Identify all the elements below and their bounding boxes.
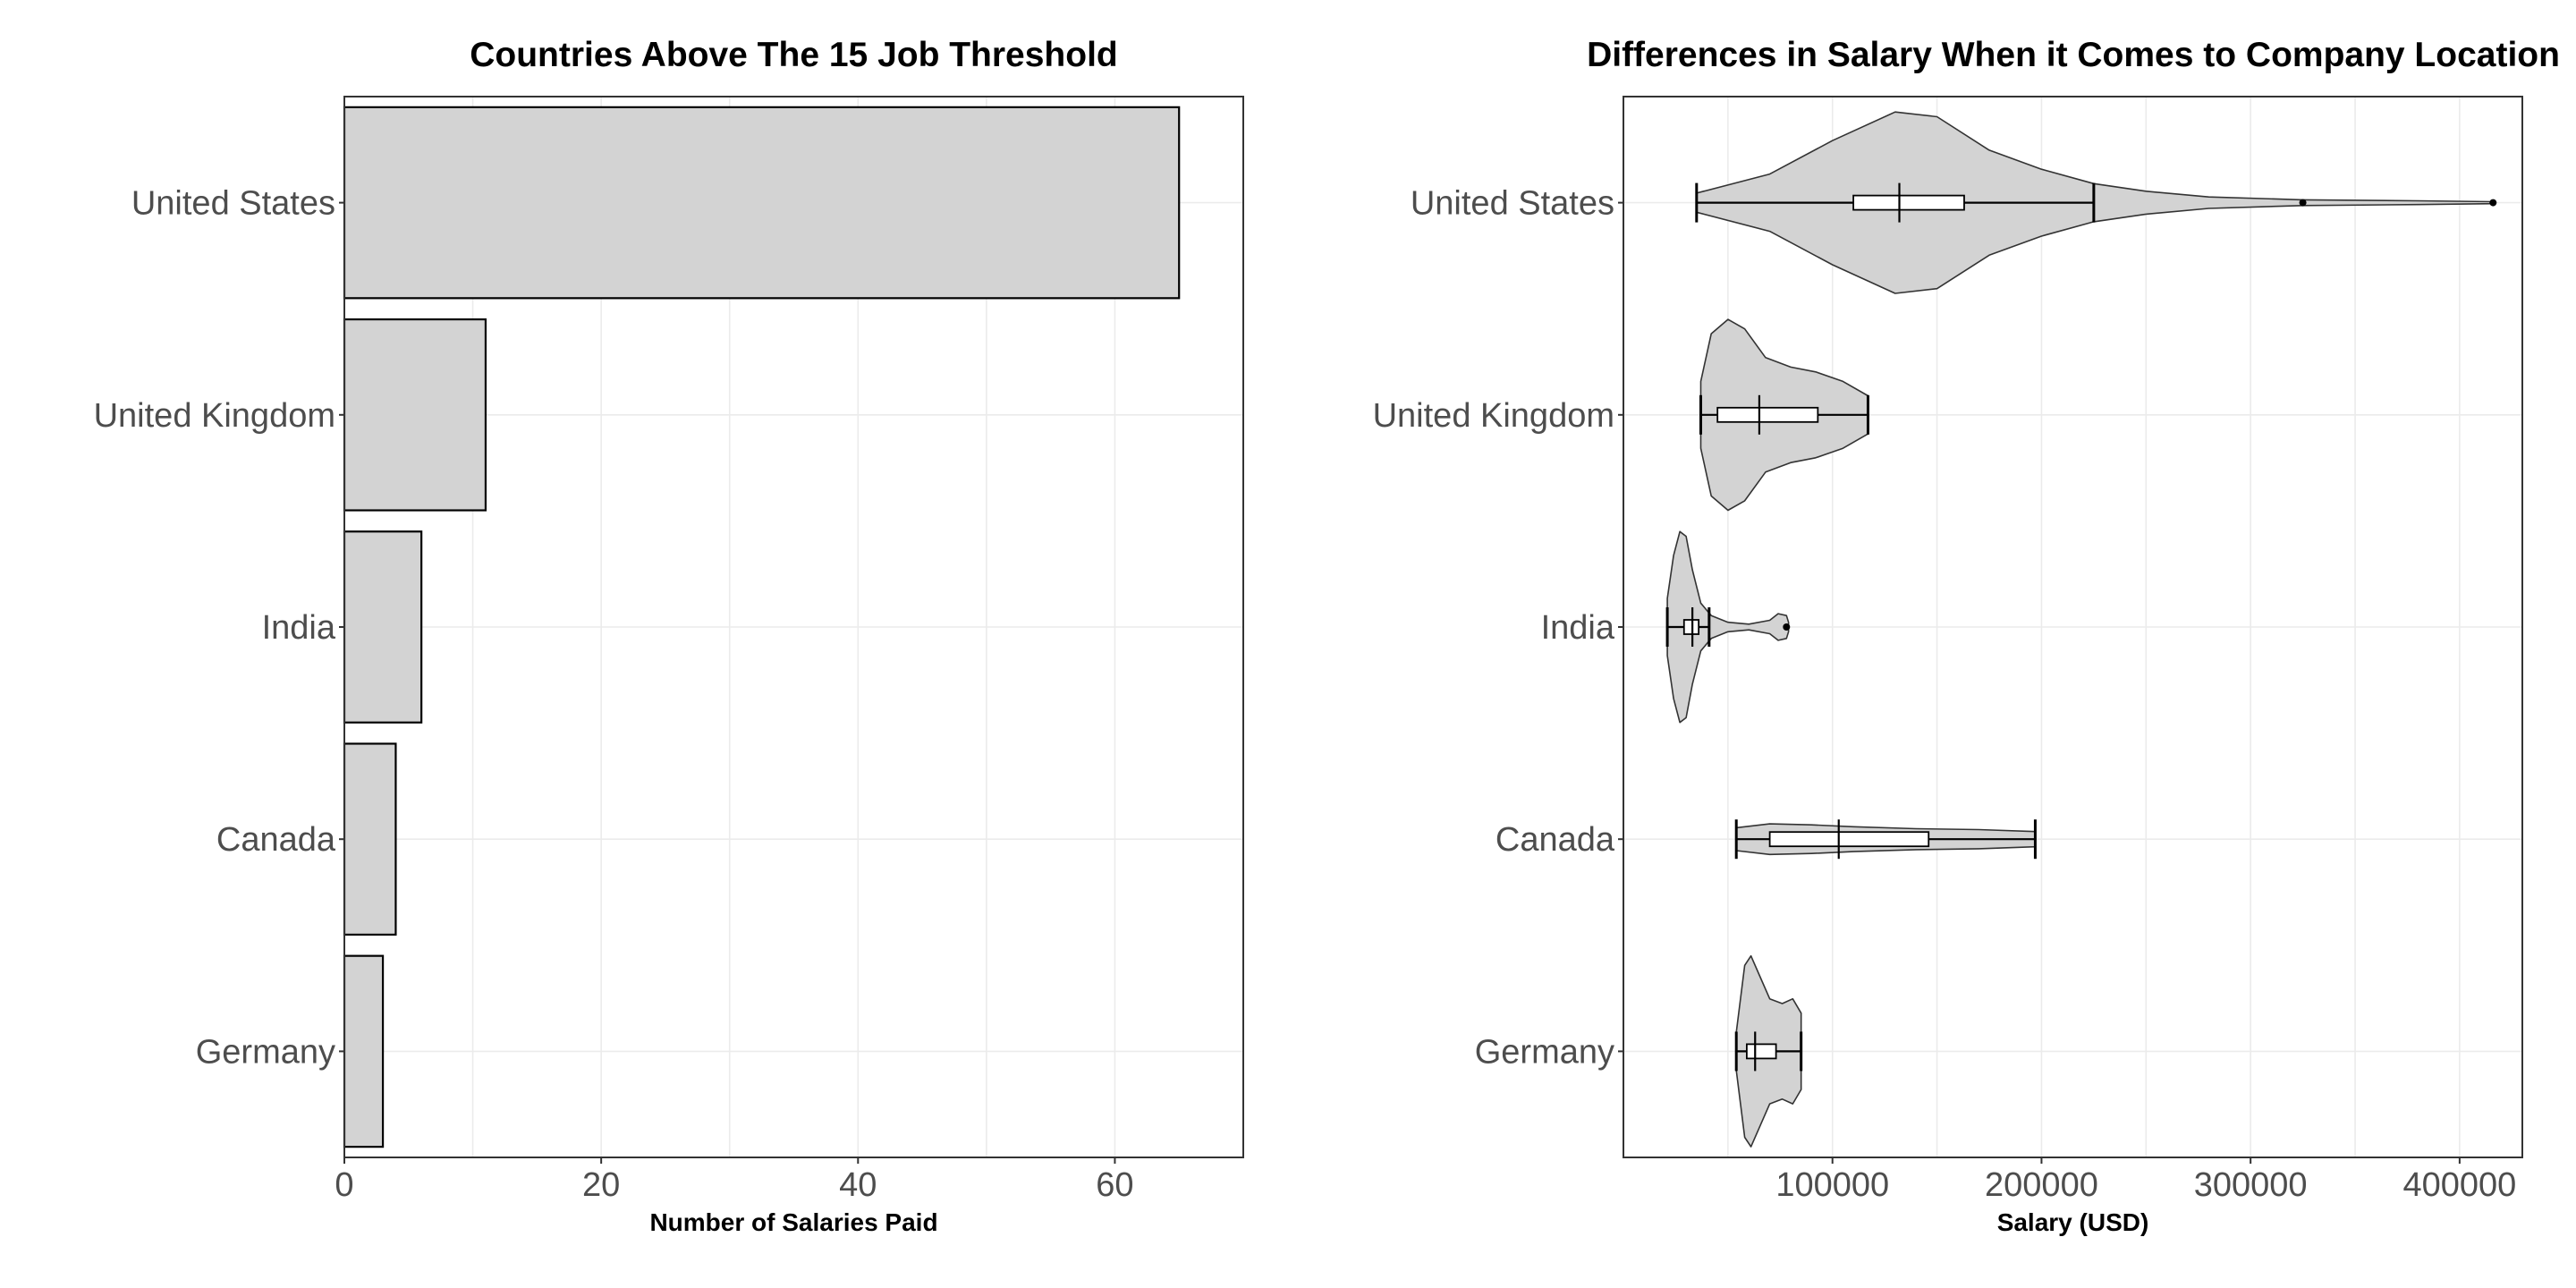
violin-chart-title: Differences in Salary When it Comes to C…: [1587, 36, 2560, 74]
y-tick-label-germany: Germany: [196, 1033, 335, 1071]
y-tick-label-united-kingdom: United Kingdom: [94, 397, 335, 435]
outlier-point: [2299, 199, 2307, 207]
bar-canada: [343, 742, 397, 936]
y-tick-label-canada: Canada: [1496, 821, 1615, 859]
iqr-box: [1716, 406, 1819, 423]
violin-chart-x-axis-title: Salary (USD): [1997, 1208, 2149, 1236]
bar-chart-x-axis-title: Number of Salaries Paid: [649, 1208, 937, 1236]
y-tick-label-india: India: [1541, 609, 1615, 647]
violin-chart-panel: United States United Kingdom India Canada Ge…: [1373, 36, 2560, 1236]
iqr-box: [1682, 619, 1700, 635]
violin-united-kingdom: [1699, 318, 1869, 512]
x-tick-label: 40: [839, 1166, 877, 1204]
bar-india: [343, 530, 423, 724]
iqr-box: [1745, 1043, 1777, 1060]
iqr-box: [1768, 831, 1930, 848]
bar-chart-title: Countries Above The 15 Job Threshold: [470, 36, 1118, 74]
bar-chart-panel: United States United Kingdom India Canada Ge…: [94, 36, 1244, 1236]
x-tick-label: 60: [1096, 1166, 1133, 1204]
violin-united-states: [1695, 111, 2497, 294]
y-tick-label-germany: Germany: [1475, 1033, 1614, 1071]
outlier-point: [1783, 623, 1791, 631]
bar-chart-x-ticks: 0 20 40 60: [335, 1157, 1134, 1204]
x-tick-label: 0: [335, 1166, 353, 1204]
y-tick-label-canada: Canada: [216, 821, 336, 859]
x-tick-label: 300000: [2194, 1166, 2308, 1204]
violin-germany: [1734, 954, 1803, 1148]
violin-chart-y-ticks: United States United Kingdom India Canada Ge…: [1373, 185, 1623, 1071]
x-tick-label: 200000: [1985, 1166, 2098, 1204]
bar-united-states: [343, 106, 1181, 300]
violin-canada: [1734, 819, 2037, 860]
x-tick-label: 100000: [1775, 1166, 1889, 1204]
violin-india: [1665, 530, 1791, 724]
y-tick-label-united-states: United States: [1411, 185, 1614, 223]
bar-germany: [343, 954, 385, 1148]
violin-chart-x-ticks: 100000 200000 300000 400000: [1775, 1157, 2516, 1204]
y-tick-label-united-kingdom: United Kingdom: [1373, 397, 1614, 435]
bar-united-kingdom: [343, 318, 487, 512]
iqr-box: [1852, 194, 1965, 211]
bar-chart-y-ticks: United States United Kingdom India Canada Ge…: [94, 185, 344, 1071]
x-tick-label: 20: [582, 1166, 620, 1204]
y-tick-label-united-states: United States: [131, 185, 335, 223]
y-tick-label-india: India: [262, 609, 336, 647]
outlier-point: [2489, 199, 2497, 207]
x-tick-label: 400000: [2402, 1166, 2516, 1204]
bar-chart-bars: [343, 106, 1181, 1148]
violin-chart-violins: [1665, 111, 2497, 1148]
